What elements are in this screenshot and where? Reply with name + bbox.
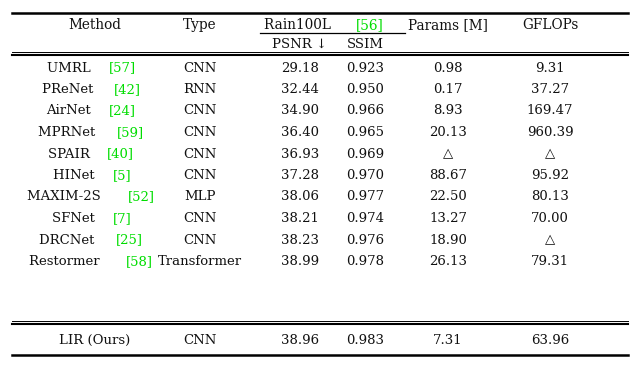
- Text: 38.23: 38.23: [281, 233, 319, 246]
- Text: CNN: CNN: [183, 126, 217, 139]
- Text: DRCNet: DRCNet: [39, 233, 99, 246]
- Text: PSNR ↓: PSNR ↓: [273, 37, 328, 50]
- Text: CNN: CNN: [183, 148, 217, 161]
- Text: [56]: [56]: [356, 18, 383, 32]
- Text: PReNet: PReNet: [42, 83, 97, 96]
- Text: 20.13: 20.13: [429, 126, 467, 139]
- Text: 0.983: 0.983: [346, 333, 384, 346]
- Text: [42]: [42]: [113, 83, 140, 96]
- Text: CNN: CNN: [183, 212, 217, 225]
- Text: 0.98: 0.98: [433, 61, 463, 74]
- Text: MPRNet: MPRNet: [38, 126, 99, 139]
- Text: 80.13: 80.13: [531, 191, 569, 204]
- Text: [5]: [5]: [113, 169, 131, 182]
- Text: Restormer: Restormer: [29, 255, 104, 268]
- Text: 95.92: 95.92: [531, 169, 569, 182]
- Text: CNN: CNN: [183, 61, 217, 74]
- Text: 169.47: 169.47: [527, 104, 573, 118]
- Text: SFNet: SFNet: [52, 212, 100, 225]
- Text: 29.18: 29.18: [281, 61, 319, 74]
- Text: [7]: [7]: [113, 212, 132, 225]
- Text: 37.28: 37.28: [281, 169, 319, 182]
- Text: [59]: [59]: [117, 126, 144, 139]
- Text: 22.50: 22.50: [429, 191, 467, 204]
- Text: 26.13: 26.13: [429, 255, 467, 268]
- Text: 0.976: 0.976: [346, 233, 384, 246]
- Text: 32.44: 32.44: [281, 83, 319, 96]
- Text: CNN: CNN: [183, 233, 217, 246]
- Text: 38.96: 38.96: [281, 333, 319, 346]
- Text: UMRL: UMRL: [47, 61, 95, 74]
- Text: [24]: [24]: [109, 104, 136, 118]
- Text: △: △: [545, 233, 555, 246]
- Text: 79.31: 79.31: [531, 255, 569, 268]
- Text: 0.978: 0.978: [346, 255, 384, 268]
- Text: CNN: CNN: [183, 104, 217, 118]
- Text: Method: Method: [68, 18, 122, 32]
- Text: 70.00: 70.00: [531, 212, 569, 225]
- Text: 0.923: 0.923: [346, 61, 384, 74]
- Text: 36.93: 36.93: [281, 148, 319, 161]
- Text: 38.06: 38.06: [281, 191, 319, 204]
- Text: 0.969: 0.969: [346, 148, 384, 161]
- Text: SPAIR: SPAIR: [48, 148, 94, 161]
- Text: HINet: HINet: [53, 169, 99, 182]
- Text: Transformer: Transformer: [158, 255, 242, 268]
- Text: 38.99: 38.99: [281, 255, 319, 268]
- Text: 0.974: 0.974: [346, 212, 384, 225]
- Text: [40]: [40]: [108, 148, 134, 161]
- Text: 34.90: 34.90: [281, 104, 319, 118]
- Text: △: △: [545, 148, 555, 161]
- Text: 88.67: 88.67: [429, 169, 467, 182]
- Text: Params [M]: Params [M]: [408, 18, 488, 32]
- Text: 0.966: 0.966: [346, 104, 384, 118]
- Text: 0.970: 0.970: [346, 169, 384, 182]
- Text: [57]: [57]: [108, 61, 136, 74]
- Text: 0.17: 0.17: [433, 83, 463, 96]
- Text: △: △: [443, 148, 453, 161]
- Text: 13.27: 13.27: [429, 212, 467, 225]
- Text: Type: Type: [183, 18, 217, 32]
- Text: [25]: [25]: [116, 233, 143, 246]
- Text: 960.39: 960.39: [527, 126, 573, 139]
- Text: [52]: [52]: [128, 191, 155, 204]
- Text: CNN: CNN: [183, 169, 217, 182]
- Text: 0.950: 0.950: [346, 83, 384, 96]
- Text: RNN: RNN: [184, 83, 216, 96]
- Text: 7.31: 7.31: [433, 333, 463, 346]
- Text: SSIM: SSIM: [346, 37, 383, 50]
- Text: 8.93: 8.93: [433, 104, 463, 118]
- Text: GFLOPs: GFLOPs: [522, 18, 578, 32]
- Text: AirNet: AirNet: [46, 104, 95, 118]
- Text: MLP: MLP: [184, 191, 216, 204]
- Text: 36.40: 36.40: [281, 126, 319, 139]
- Text: 63.96: 63.96: [531, 333, 569, 346]
- Text: LIR (Ours): LIR (Ours): [60, 333, 131, 346]
- Text: 0.977: 0.977: [346, 191, 384, 204]
- Text: 38.21: 38.21: [281, 212, 319, 225]
- Text: 0.965: 0.965: [346, 126, 384, 139]
- Text: MAXIM-2S: MAXIM-2S: [28, 191, 105, 204]
- Text: 37.27: 37.27: [531, 83, 569, 96]
- Text: CNN: CNN: [183, 333, 217, 346]
- Text: 18.90: 18.90: [429, 233, 467, 246]
- Text: 9.31: 9.31: [535, 61, 565, 74]
- Text: Rain100L: Rain100L: [264, 18, 335, 32]
- Text: [58]: [58]: [126, 255, 153, 268]
